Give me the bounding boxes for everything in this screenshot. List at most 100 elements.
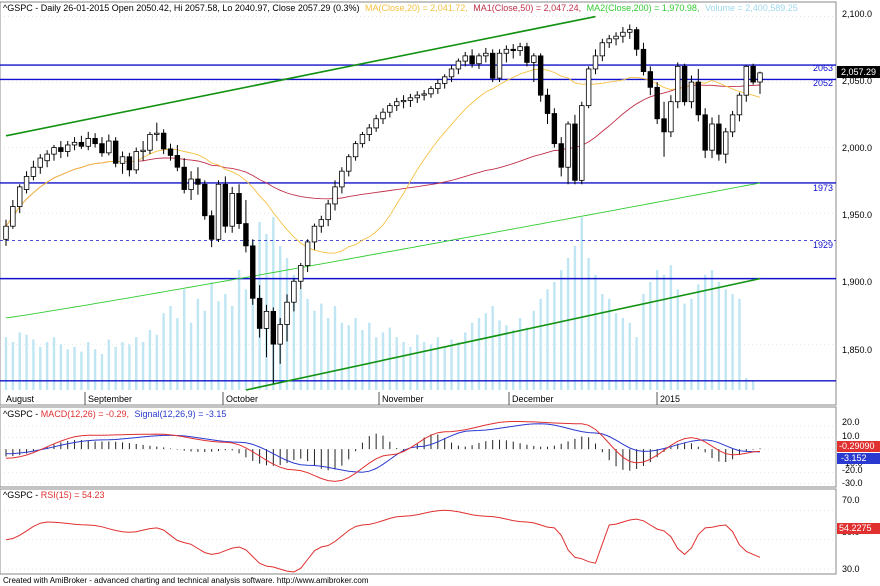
- rsi-value-label: 54.2275: [839, 523, 872, 533]
- volume-bar: [450, 339, 453, 390]
- volume-bar: [546, 289, 549, 390]
- volume-bar: [121, 342, 124, 390]
- candle-body: [476, 55, 482, 65]
- macd-lines: [0, 421, 836, 484]
- volume-bar: [477, 318, 481, 390]
- rsi-panel-frame: [0, 488, 837, 575]
- volume-bar: [169, 306, 172, 390]
- candle-body: [167, 148, 174, 156]
- rsi-y-axis: 70.0 50.0 30.0: [842, 495, 860, 574]
- candle-body: [572, 123, 578, 181]
- candle-body: [743, 65, 749, 96]
- candle-body: [565, 123, 571, 168]
- candle-body: [78, 141, 85, 147]
- candle-body: [599, 42, 606, 57]
- candle-body: [400, 100, 407, 103]
- x-label-november: November: [382, 394, 424, 404]
- volume-bar: [608, 298, 611, 390]
- candle-body: [524, 46, 530, 63]
- volume-bar: [374, 337, 378, 390]
- macd-line: [5, 421, 761, 482]
- volume-bar: [512, 330, 515, 390]
- volume-bar: [614, 313, 618, 390]
- candle-body: [558, 143, 564, 168]
- candle-body: [407, 97, 414, 101]
- candle-body: [647, 71, 654, 88]
- volume-bar: [539, 298, 542, 390]
- volume-bar: [751, 380, 755, 390]
- volume-bar: [683, 303, 686, 390]
- volume-bar: [4, 337, 8, 390]
- level-label-2052: 2052: [813, 78, 833, 88]
- volume-bar: [189, 322, 193, 390]
- candle-body: [592, 55, 599, 70]
- candle-body: [256, 297, 263, 329]
- price-y-tick: 1,950.0: [842, 210, 872, 220]
- volume-bar: [272, 217, 275, 390]
- volume-bar: [320, 303, 323, 390]
- rsi-line: [0, 509, 836, 573]
- volume-bar: [135, 337, 138, 390]
- macd-header-macd: MACD(12,26) = -0.29,: [41, 409, 129, 419]
- rsi-header-rsi: RSI(15) = 54.23: [41, 490, 105, 500]
- volume-bar: [395, 337, 398, 390]
- candle-body: [99, 143, 105, 154]
- candle-body: [613, 35, 619, 40]
- candle-body: [17, 186, 23, 207]
- volume-bar: [498, 320, 501, 390]
- price-y-axis: 2,100.0 2,050.0 2,000.0 1,950.0 1,900.0 …: [842, 9, 872, 355]
- volume-bar: [553, 282, 556, 390]
- candle-body: [531, 55, 537, 63]
- candle-body: [195, 178, 201, 185]
- candle-body: [387, 105, 393, 113]
- macd-header-prefix: ^GSPC -: [3, 409, 41, 419]
- candle-body: [263, 310, 270, 329]
- volume-bar: [587, 258, 590, 390]
- candle-body: [606, 38, 612, 44]
- candle-body: [85, 138, 91, 147]
- candle-body: [421, 93, 427, 96]
- volume-bar: [196, 298, 200, 390]
- candle-body: [311, 225, 318, 243]
- volume-bar: [621, 318, 625, 390]
- volume-bar: [594, 274, 597, 390]
- volume-bar: [731, 294, 734, 390]
- macd-y-tick: 20.0: [842, 417, 860, 427]
- volume-bar: [484, 313, 488, 390]
- volume-bar: [717, 282, 721, 390]
- volume-bar: [368, 322, 371, 390]
- volume-bar: [354, 318, 357, 390]
- candle-body: [3, 225, 9, 240]
- price-header-symbol: ^GSPC - Daily 26-01-2015 Open 2050.42, H…: [3, 3, 359, 13]
- volume-bar: [340, 322, 344, 390]
- candle-body: [441, 76, 448, 84]
- candle-body: [709, 123, 715, 151]
- candle-body: [112, 140, 119, 164]
- candle-body: [92, 138, 98, 145]
- rsi-line: [5, 509, 761, 573]
- volume-bar: [148, 330, 152, 390]
- x-label-2015: 2015: [660, 394, 680, 404]
- candle-body: [380, 111, 386, 120]
- volume-bar: [628, 322, 631, 390]
- volume-bar: [114, 346, 117, 390]
- candle-body: [716, 123, 722, 155]
- candle-body: [188, 178, 194, 190]
- horizontal-levels: [0, 64, 836, 382]
- candle-body: [455, 60, 462, 70]
- x-axis-ticks: [84, 392, 658, 405]
- candle-body: [222, 183, 229, 227]
- candlesticks: [3, 24, 763, 384]
- volume-bar: [525, 327, 529, 390]
- candle-body: [160, 132, 167, 150]
- candle-body: [291, 280, 297, 303]
- candle-body: [503, 48, 510, 54]
- volume-bar: [457, 342, 460, 390]
- trendlines: [5, 15, 761, 391]
- candle-body: [215, 183, 222, 240]
- volume-bar: [566, 258, 570, 390]
- macd-y-tick: -30.0: [842, 478, 863, 488]
- volume-bar: [18, 332, 21, 390]
